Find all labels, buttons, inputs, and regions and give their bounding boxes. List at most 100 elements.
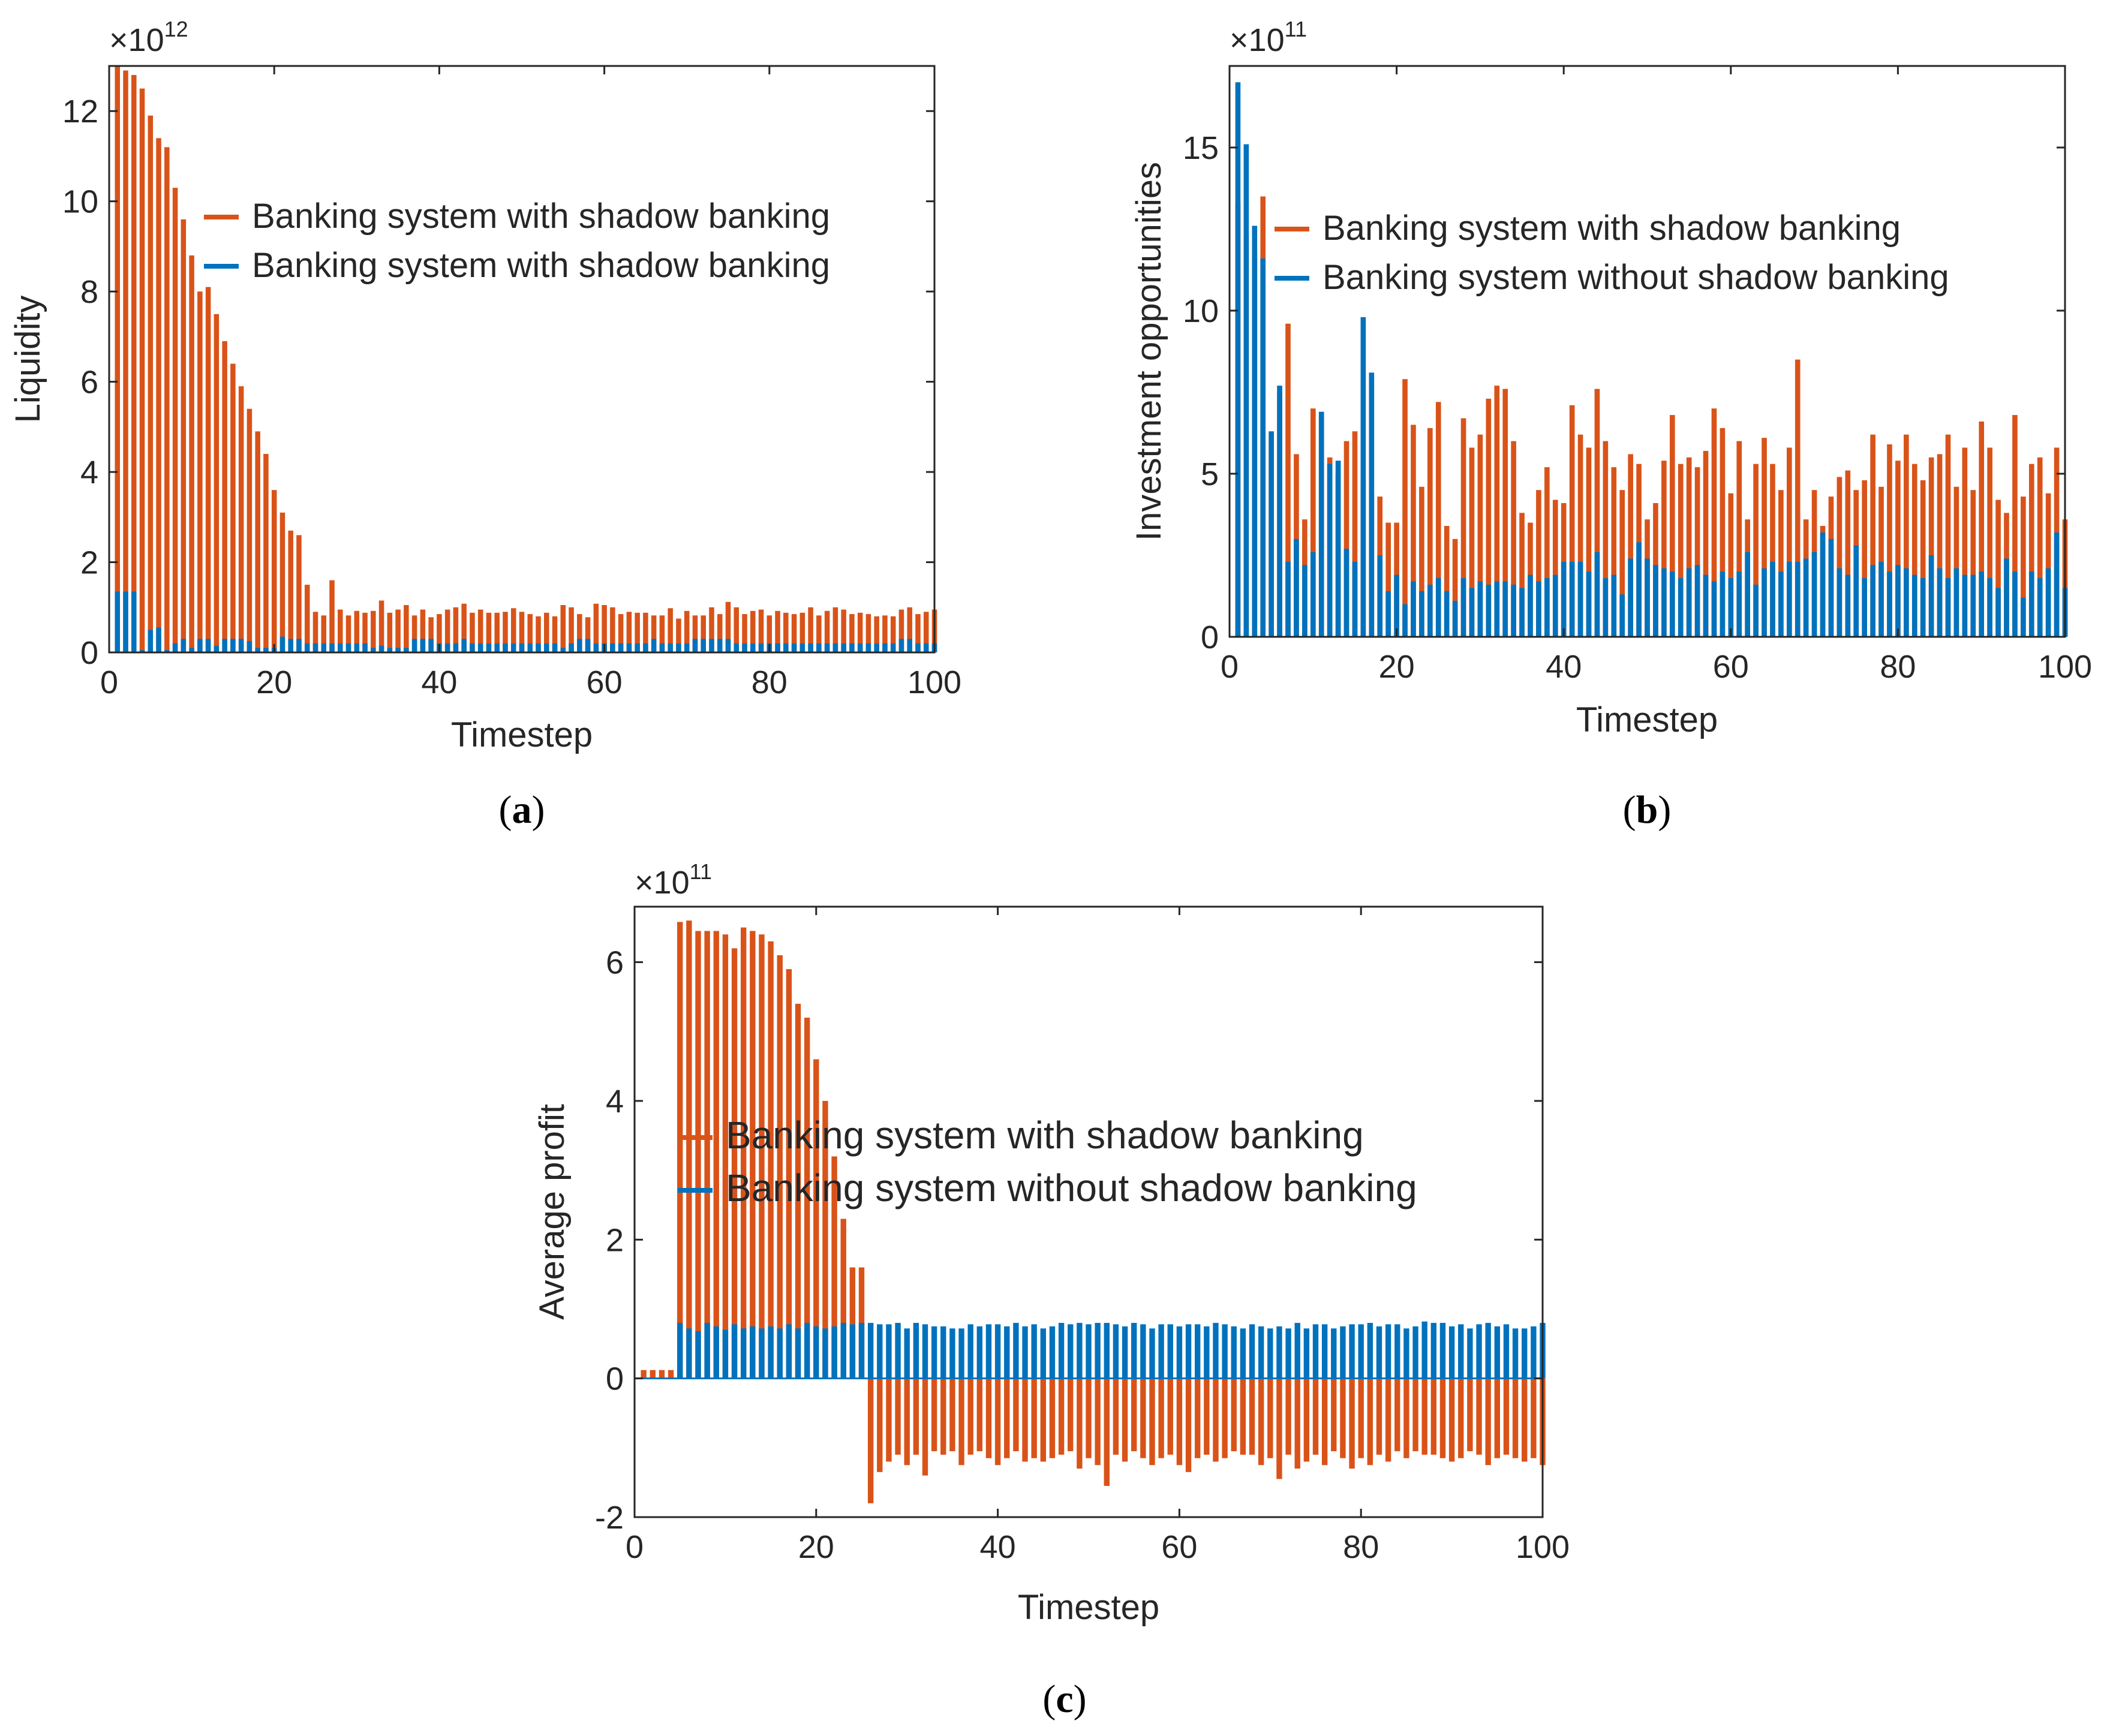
panel-a-bar-s2-t25	[312, 643, 318, 652]
panel-c-bar-s1-t41	[1004, 1378, 1010, 1458]
panel-a-ytick-label-0: 0	[80, 635, 98, 671]
panel-c-bar-s2-t31	[913, 1323, 919, 1379]
panel-b-bar-s1-t66	[1778, 490, 1784, 637]
panel-a-bar-s2-t85	[808, 643, 813, 652]
panel-c-bar-s2-t58	[1158, 1324, 1164, 1379]
panel-c-bar-s1-t2	[650, 1370, 656, 1379]
panel-a-bar-s1-t65	[643, 612, 648, 652]
panel-b-bar-s2-t48	[1628, 558, 1633, 637]
panel-b-bar-s1-t41	[1569, 405, 1575, 637]
panel-a-bar-s2-t94	[882, 643, 888, 652]
panel-a-bar-s2-t66	[651, 639, 657, 652]
panel-a-bar-s2-t53	[544, 643, 549, 652]
panel-b-bar-s2-t75	[1853, 545, 1859, 637]
panel-a-bar-s2-t45	[477, 643, 483, 652]
panel-b-bar-s2-t84	[1928, 555, 1934, 637]
panel-a-bar-s1-t69	[676, 618, 681, 652]
panel-b-bar-s1-t87	[1953, 486, 1959, 637]
panel-a-ytick-label-6: 6	[80, 365, 98, 401]
panel-a-bar-s1-t35	[395, 609, 401, 652]
panel-c-bar-s1-t60	[1176, 1378, 1183, 1466]
panel-a-bar-s1-t51	[527, 614, 533, 652]
panel-a-bar-s2-t95	[890, 643, 896, 652]
panel-a-legend: Banking system with shadow banking Bankin…	[204, 197, 830, 285]
panel-b-exponent-power: 11	[1285, 17, 1307, 41]
panel-b-bar-s1-t59	[1720, 428, 1726, 637]
panel-c-bar-s1-t21	[822, 1100, 828, 1379]
panel-b-bar-s2-t97	[2037, 578, 2043, 637]
panel-c-bar-s1-t58	[1158, 1378, 1164, 1458]
panel-b-exponent: ×1011	[1230, 17, 1307, 58]
panel-a-bar-s1-t47	[494, 612, 500, 652]
panel-b-bar-s1-t19	[1385, 522, 1391, 637]
panel-a-caption: (a)	[499, 788, 545, 832]
panel-c-bar-s1-t93	[1476, 1378, 1482, 1455]
panel-c-bar-s2-t6	[686, 1328, 692, 1379]
panel-b-xtick-label-100: 100	[2038, 649, 2092, 685]
panel-a-bar-s1-t19	[263, 453, 269, 652]
panel-c-bar-s2-t21	[822, 1328, 828, 1379]
panel-b-bar-s1-t29	[1469, 447, 1475, 637]
panel-b-bar-s1-t97	[2037, 457, 2043, 637]
panel-c-bar-s1-t42	[1013, 1378, 1019, 1452]
panel-b-bar-s1-t26	[1444, 526, 1450, 637]
panel-a-bar-s1-t53	[544, 612, 549, 652]
panel-c-exponent: ×1011	[635, 859, 712, 901]
panel-b-bar-s1-t32	[1494, 386, 1500, 637]
panel-a-bar-s1-t23	[296, 535, 302, 652]
panel-c-bar-s2-t14	[759, 1328, 765, 1379]
panel-c-bar-s1-t38	[976, 1378, 983, 1452]
panel-c-bar-s2-t33	[931, 1326, 937, 1379]
panel-b-bar-s2-t1	[1235, 82, 1241, 637]
panel-a-bar-s2-t59	[593, 643, 599, 652]
panel-c-bar-s1-t68	[1249, 1378, 1255, 1455]
panel-c-bar-s2-t67	[1240, 1328, 1246, 1379]
panel-c-bar-s1-t65	[1222, 1378, 1228, 1458]
panel-c-bar-s2-t95	[1494, 1326, 1500, 1379]
panel-c-bar-s1-t13	[750, 931, 756, 1379]
panel-b-bar-s1-t56	[1694, 467, 1700, 637]
panel-b-bar-s1-t58	[1711, 408, 1717, 637]
panel-a-bar-s1-t5	[148, 115, 154, 652]
panel-c-bar-s1-t74	[1303, 1378, 1310, 1462]
panel-c-bar-s1-t16	[777, 955, 783, 1379]
panel-c-bar-s2-t74	[1303, 1328, 1310, 1379]
panel-c-bar-s2-t80	[1358, 1324, 1364, 1379]
panel-a-bar-s2-t42	[453, 643, 459, 652]
panel-b-bar-s1-t68	[1795, 359, 1801, 637]
panel-a-bar-s2-t98	[915, 643, 921, 652]
panel-c-bar-s1-t49	[1077, 1378, 1083, 1469]
panel-a-bar-s1-t46	[486, 612, 492, 652]
panel-b-ytick-label-10: 10	[1183, 293, 1219, 329]
panel-b-bar-s2-t65	[1770, 561, 1775, 637]
panel-b-bar-s1-t22	[1411, 425, 1416, 637]
panel-c-bar-s1-t15	[768, 941, 774, 1379]
panel-c-bar-s1-t84	[1394, 1378, 1400, 1452]
panel-b-bar-s1-t79	[1887, 444, 1892, 637]
panel-a-bar-s1-t25	[312, 612, 318, 652]
panel-c-bar-s2-t24	[849, 1324, 856, 1379]
panel-a-bar-s1-t81	[775, 610, 780, 652]
panel-a-bar-s2-t33	[378, 645, 384, 652]
panel-c-bar-s1-t18	[795, 1003, 801, 1379]
panel-c-bar-s1-t6	[686, 920, 692, 1379]
panel-a-exponent-base: ×10	[109, 22, 164, 58]
panel-a-bar-s2-t72	[701, 639, 706, 652]
panel-b-bar-s1-t30	[1477, 434, 1483, 637]
panel-b-bar-s1-t65	[1770, 464, 1775, 637]
panel-b-bar-s1-t83	[1920, 480, 1926, 637]
panel-c-bar-s2-t47	[1058, 1323, 1065, 1379]
panel-b-bar-s1-t84	[1928, 457, 1934, 637]
panel-a-xlabel: Timestep	[451, 715, 593, 754]
panel-b-bar-s2-t38	[1544, 578, 1550, 637]
panel-b-bar-s1-t37	[1536, 490, 1541, 637]
panel-a-bar-s2-t78	[750, 643, 756, 652]
panel-b-bar-s2-t7	[1285, 561, 1291, 637]
panel-a-bar-s2-t71	[692, 639, 698, 652]
panel-a-bar-s2-t52	[536, 643, 541, 652]
panel-b-legend-label-2: Banking system without shadow banking	[1322, 258, 1949, 297]
panel-b-bar-s1-t74	[1845, 470, 1851, 637]
panel-c-bar-s1-t87	[1421, 1378, 1427, 1455]
panel-b-caption: (b)	[1623, 788, 1672, 832]
panel-b-bar-s2-t6	[1277, 386, 1282, 637]
